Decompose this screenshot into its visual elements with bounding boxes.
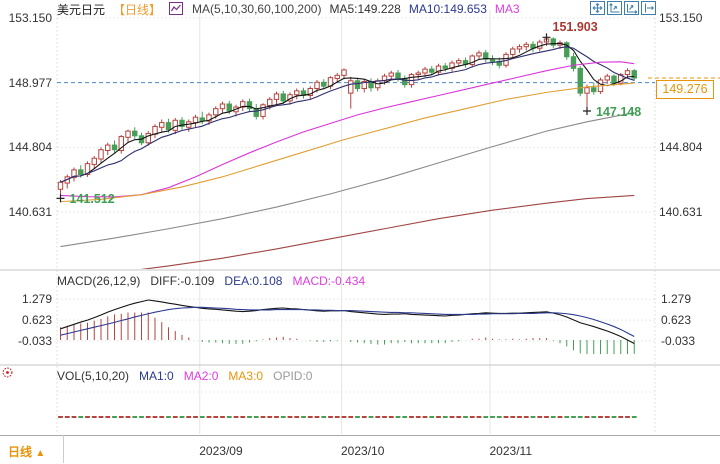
- y-axis-label-left: 153.150: [8, 11, 52, 25]
- move-icon[interactable]: [590, 1, 605, 15]
- ma10-value: MA10:149.653: [408, 2, 487, 16]
- x-axis-date-label: 2023/11: [489, 444, 533, 458]
- indicator-legend-icon[interactable]: [169, 2, 184, 16]
- ma-settings-label: MA(5,10,30,60,100,200): [192, 2, 322, 16]
- chart-toolbar: [590, 1, 656, 15]
- macd-axis-label-left: -0.033: [17, 334, 52, 349]
- y-axis-label-right: 144.804: [659, 140, 703, 155]
- price-annotation: 141.512: [69, 192, 115, 207]
- period-selector[interactable]: 日线 ▲: [8, 443, 45, 460]
- macd-axis-label-right: -0.033: [661, 334, 696, 349]
- bottom-bar-divider: [63, 435, 64, 463]
- symbol-name: 美元日元: [57, 2, 106, 17]
- vol-ma2-value: MA2:0: [183, 369, 219, 383]
- ma5-value: MA5:149.228: [329, 2, 401, 16]
- ma30-value: MA3: [494, 2, 520, 16]
- price-annotation: 147.148: [596, 105, 642, 119]
- y-axis-label-left: 144.804: [8, 140, 52, 155]
- y-axis-scale-icon[interactable]: [607, 1, 622, 15]
- macd-diff-value: DIFF:-0.109: [150, 274, 215, 288]
- macd-params-label: MACD(26,12,9): [57, 274, 141, 288]
- bottom-bar: [0, 435, 720, 464]
- pan-right-icon[interactable]: [641, 1, 656, 15]
- macd-panel-header: MACD(26,12,9) DIFF:-0.109 DEA:0.108 MACD…: [57, 274, 365, 288]
- vol-params-label: VOL(5,10,20): [57, 369, 130, 383]
- last-price-label: 149.276: [656, 80, 714, 99]
- triangle-up-icon: ▲: [35, 448, 46, 459]
- x-axis-scale-icon[interactable]: [624, 1, 639, 15]
- vol-panel-header: VOL(5,10,20) MA1:0 MA2:0 MA3:0 OPID:0: [57, 369, 312, 383]
- macd-axis-label-left: 1.279: [21, 292, 52, 307]
- y-axis-label-right: 153.150: [659, 11, 703, 25]
- vol-ma1-value: MA1:0: [139, 369, 174, 383]
- price-annotation: 151.903: [552, 20, 598, 35]
- macd-axis-label-right: 0.623: [661, 313, 692, 328]
- chart-header: 美元日元 【日线】 MA(5,10,30,60,100,200) MA5:149…: [57, 2, 520, 17]
- x-axis-date-label: 2023/09: [199, 444, 243, 458]
- y-axis-label-right: 140.631: [659, 205, 703, 219]
- vol-ma3-value: MA3:0: [228, 369, 264, 383]
- y-axis-label-left: 148.977: [8, 75, 52, 90]
- macd-axis-label-left: 0.623: [21, 313, 52, 328]
- indicator-settings-icon[interactable]: [1, 366, 14, 379]
- period-tag: 【日线】: [113, 2, 162, 17]
- x-axis-date-label: 2023/10: [341, 444, 385, 458]
- macd-dea-value: DEA:0.108: [224, 274, 283, 288]
- y-axis-label-left: 140.631: [8, 205, 52, 219]
- macd-macd-value: MACD:-0.434: [292, 274, 366, 288]
- period-selector-label: 日线: [8, 445, 33, 459]
- vol-opid-value: OPID:0: [273, 369, 313, 383]
- macd-axis-label-right: 1.279: [661, 292, 692, 307]
